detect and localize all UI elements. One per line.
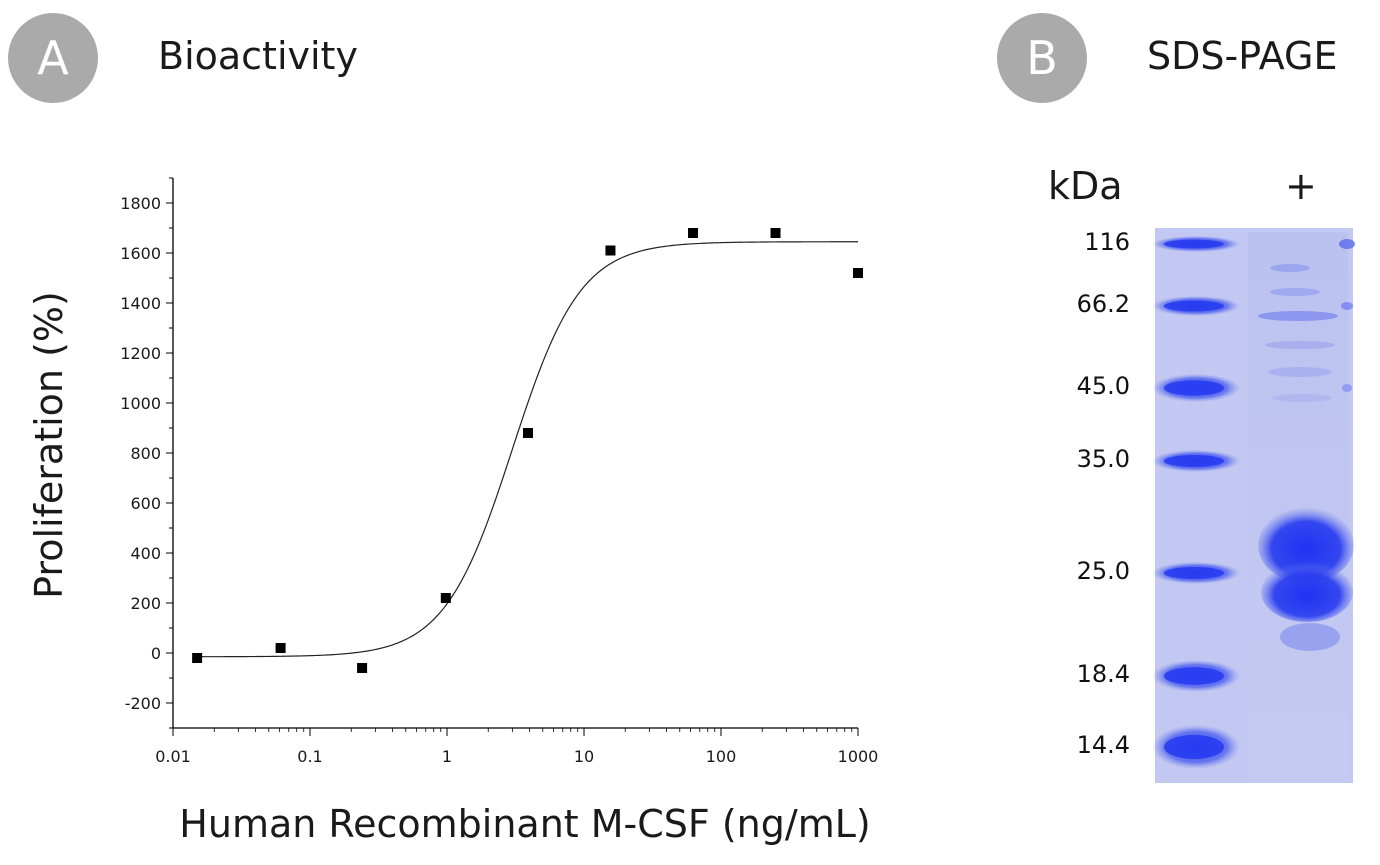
x-tick-label: 0.1 [297, 747, 322, 766]
y-tick-label: 0 [151, 644, 161, 663]
x-tick-label: 1 [442, 747, 452, 766]
y-tick-label: 1600 [120, 244, 161, 263]
x-tick-label: 0.01 [155, 747, 191, 766]
sample-band-main-upper [1258, 507, 1354, 583]
y-tick-label: 400 [130, 544, 161, 563]
fit-curve-group [197, 241, 858, 658]
sample-band-main-lower [1261, 562, 1353, 622]
x-tick-label: 100 [706, 747, 737, 766]
x-axis: 0.01 0.1 1 10 100 1000 [155, 727, 879, 766]
right-edge-band-1 [1339, 239, 1355, 249]
data-point [357, 663, 368, 673]
y-tick-label: 1800 [120, 194, 161, 213]
sample-lane [1248, 232, 1348, 777]
data-point [853, 268, 863, 278]
sample-band-faint-3 [1258, 311, 1338, 321]
ladder-bands [1152, 236, 1240, 769]
panel-a-badge: A [8, 13, 98, 103]
marker-label: 116 [1084, 228, 1130, 256]
x-axis-label: Human Recombinant M-CSF (ng/mL) [179, 802, 870, 846]
data-point [275, 643, 286, 653]
y-tick-label: 600 [130, 494, 161, 513]
panel-b-badge: B [997, 13, 1087, 103]
y-tick-label: 200 [130, 594, 161, 613]
panel-b-title: SDS-PAGE [1147, 34, 1338, 78]
y-tick-label: 1000 [120, 394, 161, 413]
sample-band-faint-5 [1268, 367, 1332, 377]
ladder-band-core [1164, 566, 1224, 580]
panel-a-title: Bioactivity [158, 34, 358, 78]
data-point [688, 228, 699, 238]
marker-label: 25.0 [1076, 557, 1130, 585]
fit-curve [197, 241, 858, 658]
sample-band-faint-1 [1270, 264, 1310, 272]
y-axis: -200 0 200 400 600 800 1000 1200 1400 1600 1800 [120, 177, 174, 729]
data-points [192, 228, 863, 673]
marker-label: 45.0 [1076, 372, 1130, 400]
y-axis-label: Proliferation (%) [27, 291, 71, 599]
sample-band-faint-6 [1272, 394, 1332, 402]
ladder-band-core [1164, 454, 1224, 468]
right-edge-band-3 [1342, 384, 1352, 392]
y-tick-label: 800 [130, 444, 161, 463]
ladder-band-core [1164, 667, 1224, 685]
right-edge-band-2 [1341, 302, 1353, 310]
y-tick-label: -200 [125, 694, 161, 713]
data-point [440, 593, 451, 603]
data-point [522, 428, 533, 438]
y-tick-label: 1200 [120, 344, 161, 363]
data-point [770, 228, 781, 238]
sample-band-faint-2 [1270, 288, 1320, 296]
x-tick-label: 1000 [838, 747, 879, 766]
marker-label: 35.0 [1076, 445, 1130, 473]
ladder-band-core [1164, 300, 1224, 312]
lane-label: + [1285, 164, 1317, 208]
data-point [605, 245, 616, 256]
ladder-band-core [1164, 239, 1224, 249]
x-tick-label: 10 [574, 747, 594, 766]
marker-label: 14.4 [1076, 731, 1130, 759]
ladder-band-core [1164, 734, 1224, 760]
sample-bands [1258, 239, 1355, 651]
bioactivity-chart: -200 0 200 400 600 800 1000 1200 1400 1600 1800 0.… [27, 177, 879, 846]
sample-band-tail [1280, 623, 1340, 651]
marker-label: 66.2 [1076, 290, 1130, 318]
marker-label: 18.4 [1076, 660, 1130, 688]
sample-band-faint-4 [1265, 341, 1335, 349]
gel-unit-label: kDa [1048, 164, 1123, 208]
data-point [192, 653, 203, 663]
ladder-band-core [1164, 380, 1224, 396]
y-tick-label: 1400 [120, 294, 161, 313]
